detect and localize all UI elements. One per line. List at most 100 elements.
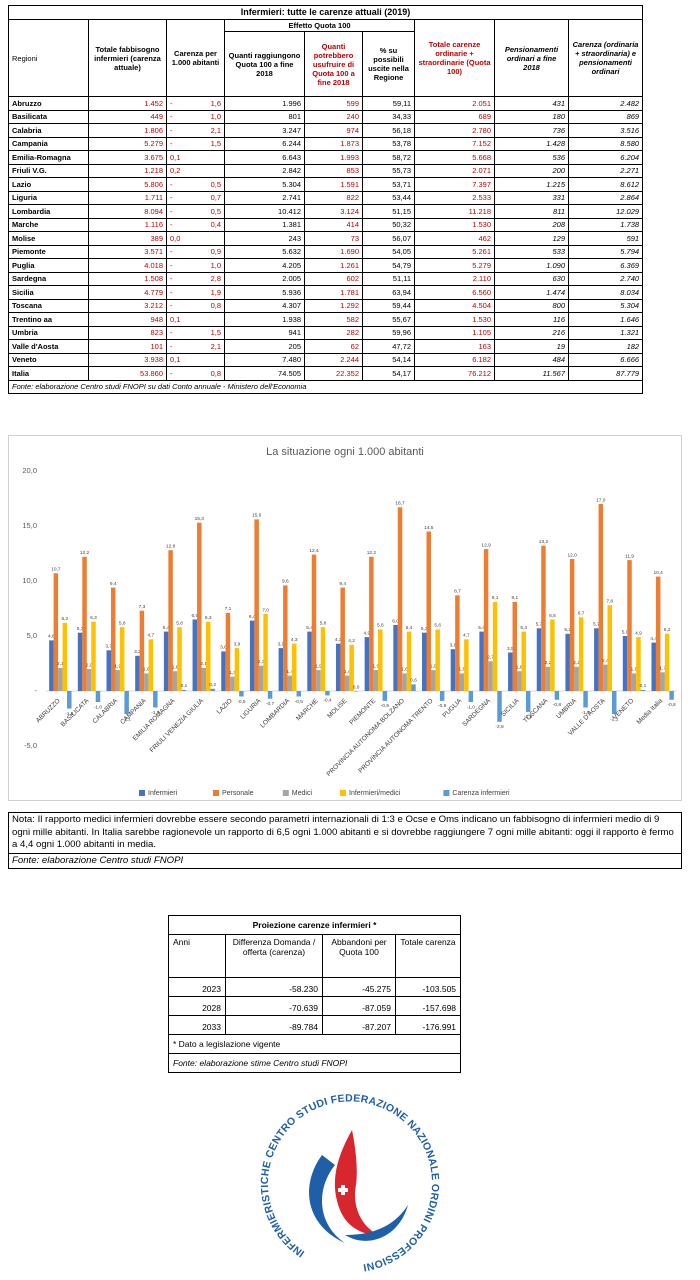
data-label: 15,6: [252, 513, 262, 519]
cell: 53,44: [362, 190, 415, 205]
bar: [545, 666, 551, 691]
cell: 208: [494, 217, 569, 232]
bar: [550, 619, 555, 691]
cell: 47,72: [362, 339, 415, 354]
data-label: 7,8: [606, 598, 613, 604]
cell: 533: [494, 244, 569, 259]
cell: 1.215: [494, 177, 569, 192]
cell: 1.806: [88, 123, 167, 138]
cell: 801: [224, 109, 305, 124]
cell: 3.516: [567, 123, 644, 138]
bar: [258, 665, 264, 691]
data-label: -1,5: [581, 710, 590, 716]
cell: 1.116: [88, 217, 167, 232]
cell: 8.034: [567, 285, 644, 300]
data-row: Friuli V.G. 1.218 0,2 2.842 853 55,73 2.071 200…: [8, 163, 644, 178]
bar: [263, 614, 268, 691]
cell: 62: [304, 339, 363, 354]
bar: [49, 640, 54, 691]
data-label: 2,7: [487, 655, 494, 661]
bar: [115, 670, 120, 691]
cell: - 2,1: [166, 123, 225, 138]
legend-label: Medici: [292, 790, 313, 797]
bar: [292, 643, 297, 691]
cell: 4.779: [88, 285, 167, 300]
cell: 853: [304, 163, 363, 178]
data-label: 5,4: [478, 625, 485, 631]
column-header: Differenza Domanda / offerta (carenza): [225, 934, 323, 978]
data-label: 5,3: [77, 626, 84, 632]
bar: [422, 632, 427, 691]
data-label: 12,9: [481, 542, 491, 548]
data-label: 15,3: [195, 516, 205, 522]
cell: 1.261: [304, 258, 363, 273]
cell: 331: [494, 190, 569, 205]
data-label: 6,5: [549, 613, 556, 619]
cell: 54,17: [362, 366, 415, 381]
cell: 2.482: [567, 96, 644, 111]
data-label: -1,5: [151, 710, 160, 716]
bar: [640, 689, 646, 691]
cell: 1.321: [567, 325, 644, 340]
data-label: -2,8: [495, 724, 504, 730]
data-label: 14,5: [424, 525, 434, 531]
bar: [512, 601, 518, 691]
cell: - 1,5: [166, 136, 225, 151]
data-label: 5,4: [406, 625, 413, 631]
data-label: 12,8: [166, 543, 176, 549]
bar: [86, 669, 92, 691]
bar: [455, 595, 460, 691]
cell: 1.474: [494, 285, 569, 300]
data-label: 1,3: [229, 670, 236, 676]
cell: 10.412: [224, 204, 305, 219]
legend-label: Infermieri/medici: [349, 790, 401, 797]
cell: 4.504: [414, 298, 495, 313]
data-label: 4,9: [364, 630, 371, 636]
bar: [459, 673, 465, 691]
cell: 34,33: [362, 109, 415, 124]
cell: 974: [304, 123, 363, 138]
data-label: 1,9: [373, 663, 380, 669]
data-label: 2,2: [545, 660, 552, 666]
data-label: 5,0: [622, 629, 629, 635]
data-label: 12,0: [567, 552, 577, 558]
bar: [168, 550, 173, 691]
bar: [287, 675, 293, 691]
cell: 58,72: [362, 150, 415, 165]
bar: [393, 625, 398, 691]
data-label: -0,4: [323, 698, 332, 704]
cell: - 0,4: [166, 217, 225, 232]
cell: 2.741: [224, 190, 305, 205]
data-label: 3,9: [278, 641, 285, 647]
cell: 5.279: [414, 258, 495, 273]
cell: Sardegna: [8, 271, 89, 286]
data-label: 12,4: [309, 548, 319, 554]
data-label: 4,7: [463, 633, 470, 639]
bar: [110, 587, 116, 691]
data-label: -1,0: [467, 704, 476, 710]
cell: 282: [304, 325, 363, 340]
cell: 484: [494, 352, 569, 367]
data-row: Toscana 3.212- 0,8 4.307 1.292 59,44 4.504 800…: [8, 298, 644, 313]
cell: Friuli V.G.: [8, 163, 89, 178]
cell: 1.292: [304, 298, 363, 313]
cell: 8.094: [88, 204, 167, 219]
data-label: 6,3: [90, 615, 97, 621]
bar: [77, 632, 83, 691]
cell: - 0,9: [166, 244, 225, 259]
bar: [205, 621, 211, 691]
bar: [411, 684, 416, 691]
bar: [283, 585, 288, 691]
bar: [594, 628, 599, 691]
cell: 3.212: [88, 298, 167, 313]
cell: Emilia-Romagna: [8, 150, 89, 165]
data-label: 9,4: [339, 581, 346, 587]
projection-table: Proiezione carenze infermieri * Anni Diffe…: [167, 915, 462, 1073]
bar: [230, 676, 235, 691]
bar: [320, 627, 326, 691]
projection-wrap: Proiezione carenze infermieri * Anni Diffe…: [167, 915, 462, 1073]
bar: [369, 556, 374, 691]
cell: 1.381: [224, 217, 305, 232]
column-header: Pensionamenti ordinari a fine 2018: [494, 19, 569, 97]
bar: [622, 636, 628, 691]
